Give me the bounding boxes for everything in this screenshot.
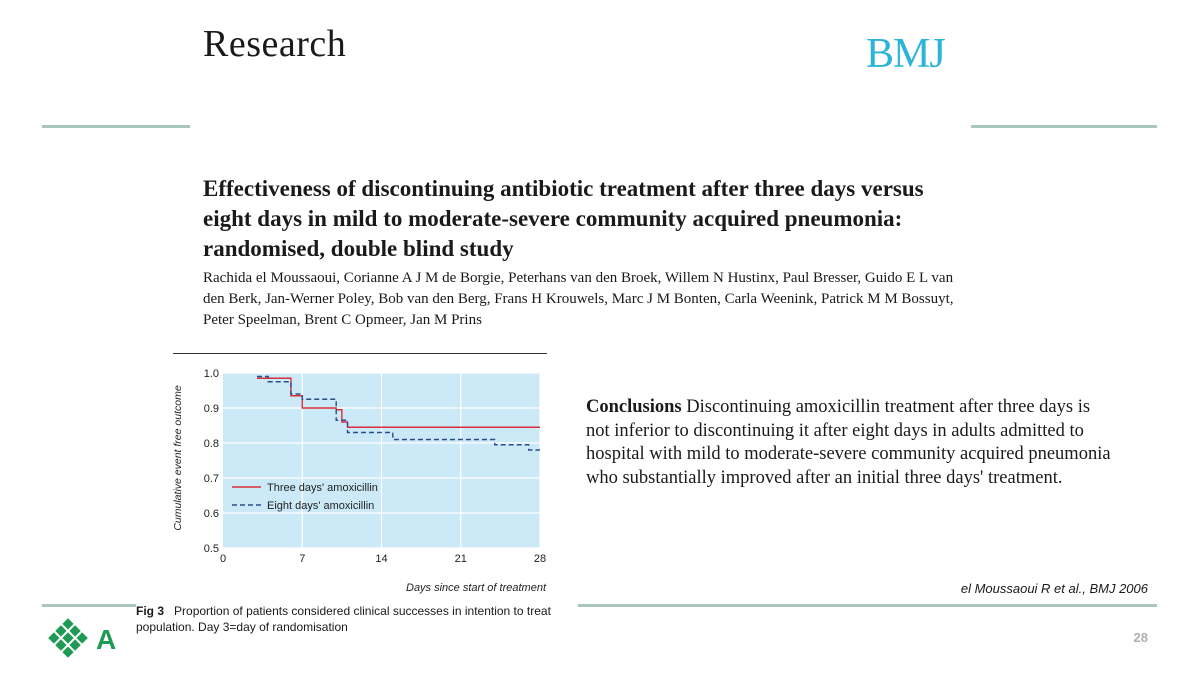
y-tick-label: 1.0 [204,368,219,380]
x-tick-label: 28 [534,553,546,565]
conclusions-paragraph: Conclusions Discontinuing amoxicillin tr… [586,396,1116,490]
y-tick-label: 0.7 [204,473,219,485]
y-tick-label: 0.5 [204,543,219,555]
journal-logo: BMJ [866,31,946,77]
y-tick-labels: 0.5 0.6 0.7 0.8 0.9 1.0 [204,368,219,555]
y-tick-label: 0.9 [204,403,219,415]
footer-rule-right [578,604,1157,607]
x-axis-label: Days since start of treatment [406,582,547,594]
x-tick-label: 7 [299,553,305,565]
figure-caption-text: Proportion of patients considered clinic… [136,604,551,634]
x-tick-label: 14 [375,553,387,565]
diamond-grid-icon [48,618,88,658]
page-number: 28 [1133,630,1148,645]
article-authors: Rachida el Moussaoui, Corianne A J M de … [203,270,954,328]
chart-legend: Three days' amoxicillin Eight days' amox… [232,482,378,512]
header-rule-right [971,125,1157,128]
survival-chart: 0.5 0.6 0.7 0.8 0.9 1.0 0 7 14 21 28 Cumulative e… [172,368,547,594]
figure-caption: Fig 3 Proportion of patients considered … [136,603,576,635]
citation: el Moussaoui R et al., BMJ 2006 [960,581,1148,596]
x-tick-label: 0 [220,553,226,565]
footer-rule-left [42,604,136,607]
x-tick-label: 21 [455,553,467,565]
x-tick-labels: 0 7 14 21 28 [220,553,546,565]
organization-logo: A [46,616,136,667]
series-lines [256,375,540,451]
header-rule-left [42,125,190,128]
grid-lines [223,372,541,549]
y-tick-label: 0.8 [204,438,219,450]
conclusions-text: Discontinuing amoxicillin treatment afte… [586,397,1111,488]
logo-letter: A [96,624,116,655]
section-label: Research [203,23,347,65]
y-tick-label: 0.6 [204,508,219,520]
figure-caption-label: Fig 3 [136,604,165,618]
figure-top-rule [173,353,547,354]
article-title: Effectiveness of discontinuing antibioti… [203,176,924,261]
y-axis-label: Cumulative event free outcome [172,385,184,530]
series-line-eight-days [256,375,540,451]
conclusions-label: Conclusions [586,397,682,417]
legend-label-eight-days: Eight days' amoxicillin [267,500,374,512]
legend-label-three-days: Three days' amoxicillin [267,482,378,494]
